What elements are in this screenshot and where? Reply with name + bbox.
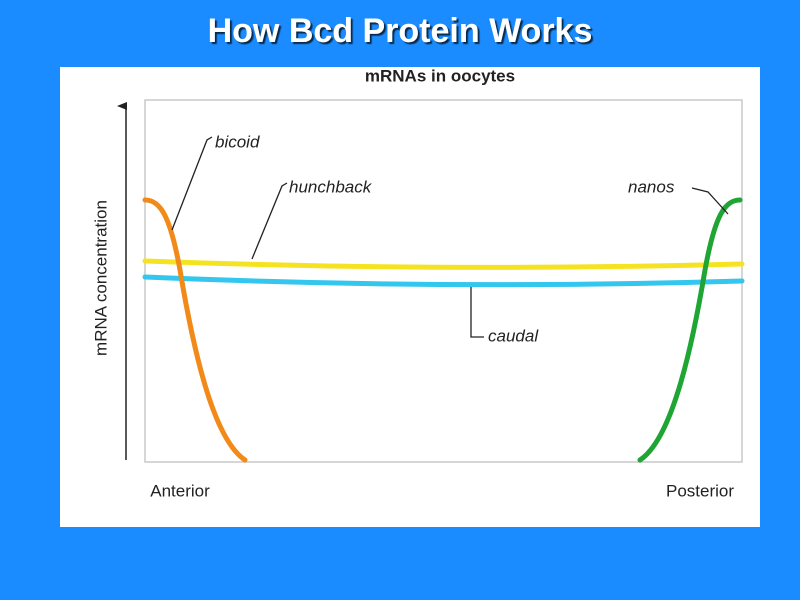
figure-title: mRNAs in oocytes bbox=[365, 66, 515, 85]
nanos-curve bbox=[637, 197, 743, 463]
bicoid-label: bicoid bbox=[215, 132, 260, 151]
nanos-leader bbox=[691, 187, 729, 215]
caudal-leader bbox=[470, 287, 484, 338]
y-axis-label: mRNA concentration bbox=[91, 200, 110, 356]
bicoid-leader bbox=[171, 136, 213, 231]
hunchback-label: hunchback bbox=[289, 177, 373, 196]
slide-title: How Bcd Protein Works bbox=[208, 12, 593, 50]
caudal-curve bbox=[142, 274, 745, 288]
figure-panel bbox=[60, 67, 760, 527]
hunchback-curve bbox=[142, 258, 745, 270]
nanos-label: nanos bbox=[628, 177, 675, 196]
caudal-label: caudal bbox=[488, 326, 539, 345]
hunchback-leader bbox=[251, 182, 288, 260]
bicoid-curve bbox=[142, 197, 248, 463]
anterior-label: Anterior bbox=[150, 481, 210, 500]
posterior-label: Posterior bbox=[666, 481, 734, 500]
